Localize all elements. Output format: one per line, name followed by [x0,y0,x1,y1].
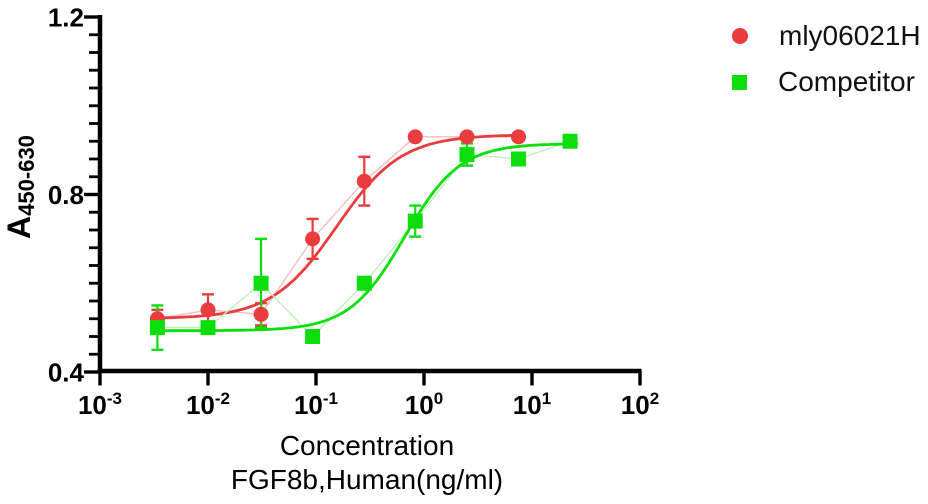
x-tick-label: 10-3 [78,389,122,420]
data-point-Competitor [511,151,527,167]
x-tick-label: 102 [621,389,659,420]
legend-item-competitor: Competitor [732,66,921,97]
data-point-Competitor [407,213,423,229]
x-axis-title-line1: Concentration [279,430,455,461]
data-point-mly06021H [305,231,321,247]
data-point-mly06021H [253,306,269,322]
data-point-Competitor [200,320,216,336]
y-tick-label: 0.8 [48,180,84,210]
data-point-Competitor [459,147,475,163]
legend: mly06021H Competitor [732,20,921,97]
fit-curve-mly06021H [156,133,520,320]
legend-item-mly06021H: mly06021H [732,20,921,51]
data-point-mly06021H [356,173,372,189]
data-point-Competitor [356,275,372,291]
data-point-Competitor [149,320,165,336]
legend-label: Competitor [778,66,915,97]
x-tick-label: 10-2 [186,389,230,420]
data-point-mly06021H [407,129,423,145]
legend-square-marker-icon [732,74,747,90]
x-tick-label: 100 [405,389,443,420]
y-axis-title: A 450-630 [0,77,40,297]
data-point-Competitor [305,329,321,344]
connector-line-mly06021H [157,136,519,320]
x-tick-label: 101 [513,389,551,420]
data-point-mly06021H [200,302,216,318]
x-axis-title-line2: FGF8b,Human(ng/ml) [230,464,504,495]
x-axis-title: Concentration FGF8b,Human(ng/ml) [117,429,617,497]
x-tick-label: 10-1 [294,389,338,420]
y-tick-label: 1.2 [48,3,84,33]
legend-label: mly06021H [779,20,921,51]
data-point-Competitor [253,275,269,291]
data-point-Competitor [562,133,578,149]
legend-circle-marker-icon [732,28,748,44]
data-point-mly06021H [511,129,527,145]
fit-curve-Competitor [156,142,579,333]
y-tick-label: 0.4 [48,358,85,388]
data-point-mly06021H [459,129,475,145]
y-axis-title-base: A [0,215,37,239]
y-axis-title-subscript: 450-630 [14,135,39,216]
